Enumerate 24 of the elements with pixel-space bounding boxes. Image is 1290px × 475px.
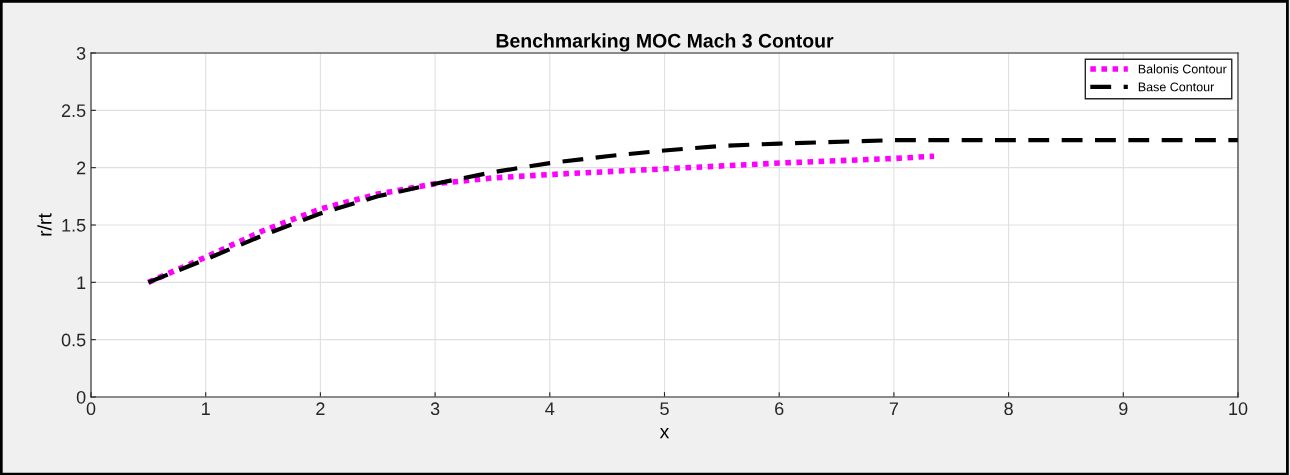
y-tick-label: 1.5 — [62, 219, 86, 232]
y-tick-label: 0 — [76, 390, 86, 404]
line-series — [146, 138, 1238, 285]
x-tick-label: 3 — [430, 402, 440, 416]
y-tick-label: 2 — [77, 161, 86, 175]
x-tick-label: 1 — [202, 402, 210, 415]
x-tick-label: 4 — [545, 402, 555, 415]
x-tick-label: 0 — [86, 402, 96, 416]
y-tick-label: 3 — [76, 46, 86, 60]
x-axis-title: x — [659, 428, 670, 439]
x-tick-label: 2 — [316, 402, 325, 415]
x-tick-label: 8 — [1004, 402, 1013, 416]
x-tick-label: 6 — [775, 402, 784, 416]
chart-title: Benchmarking MOC Mach 3 Contour — [496, 33, 834, 52]
x-tick-label: 9 — [1119, 402, 1128, 416]
y-axis-title: r/rt — [37, 213, 52, 236]
y-tick-label: 2.5 — [61, 104, 86, 118]
legend-label: Balonis Contour — [1138, 64, 1227, 74]
y-tick-label: 1 — [77, 276, 86, 289]
y-tick-label: 0.5 — [61, 333, 86, 347]
x-tick-label: 7 — [889, 402, 899, 415]
x-tick-label: 5 — [660, 402, 669, 416]
legend-label: Base Contour — [1138, 82, 1215, 92]
x-tick-label: 10 — [1229, 402, 1248, 416]
